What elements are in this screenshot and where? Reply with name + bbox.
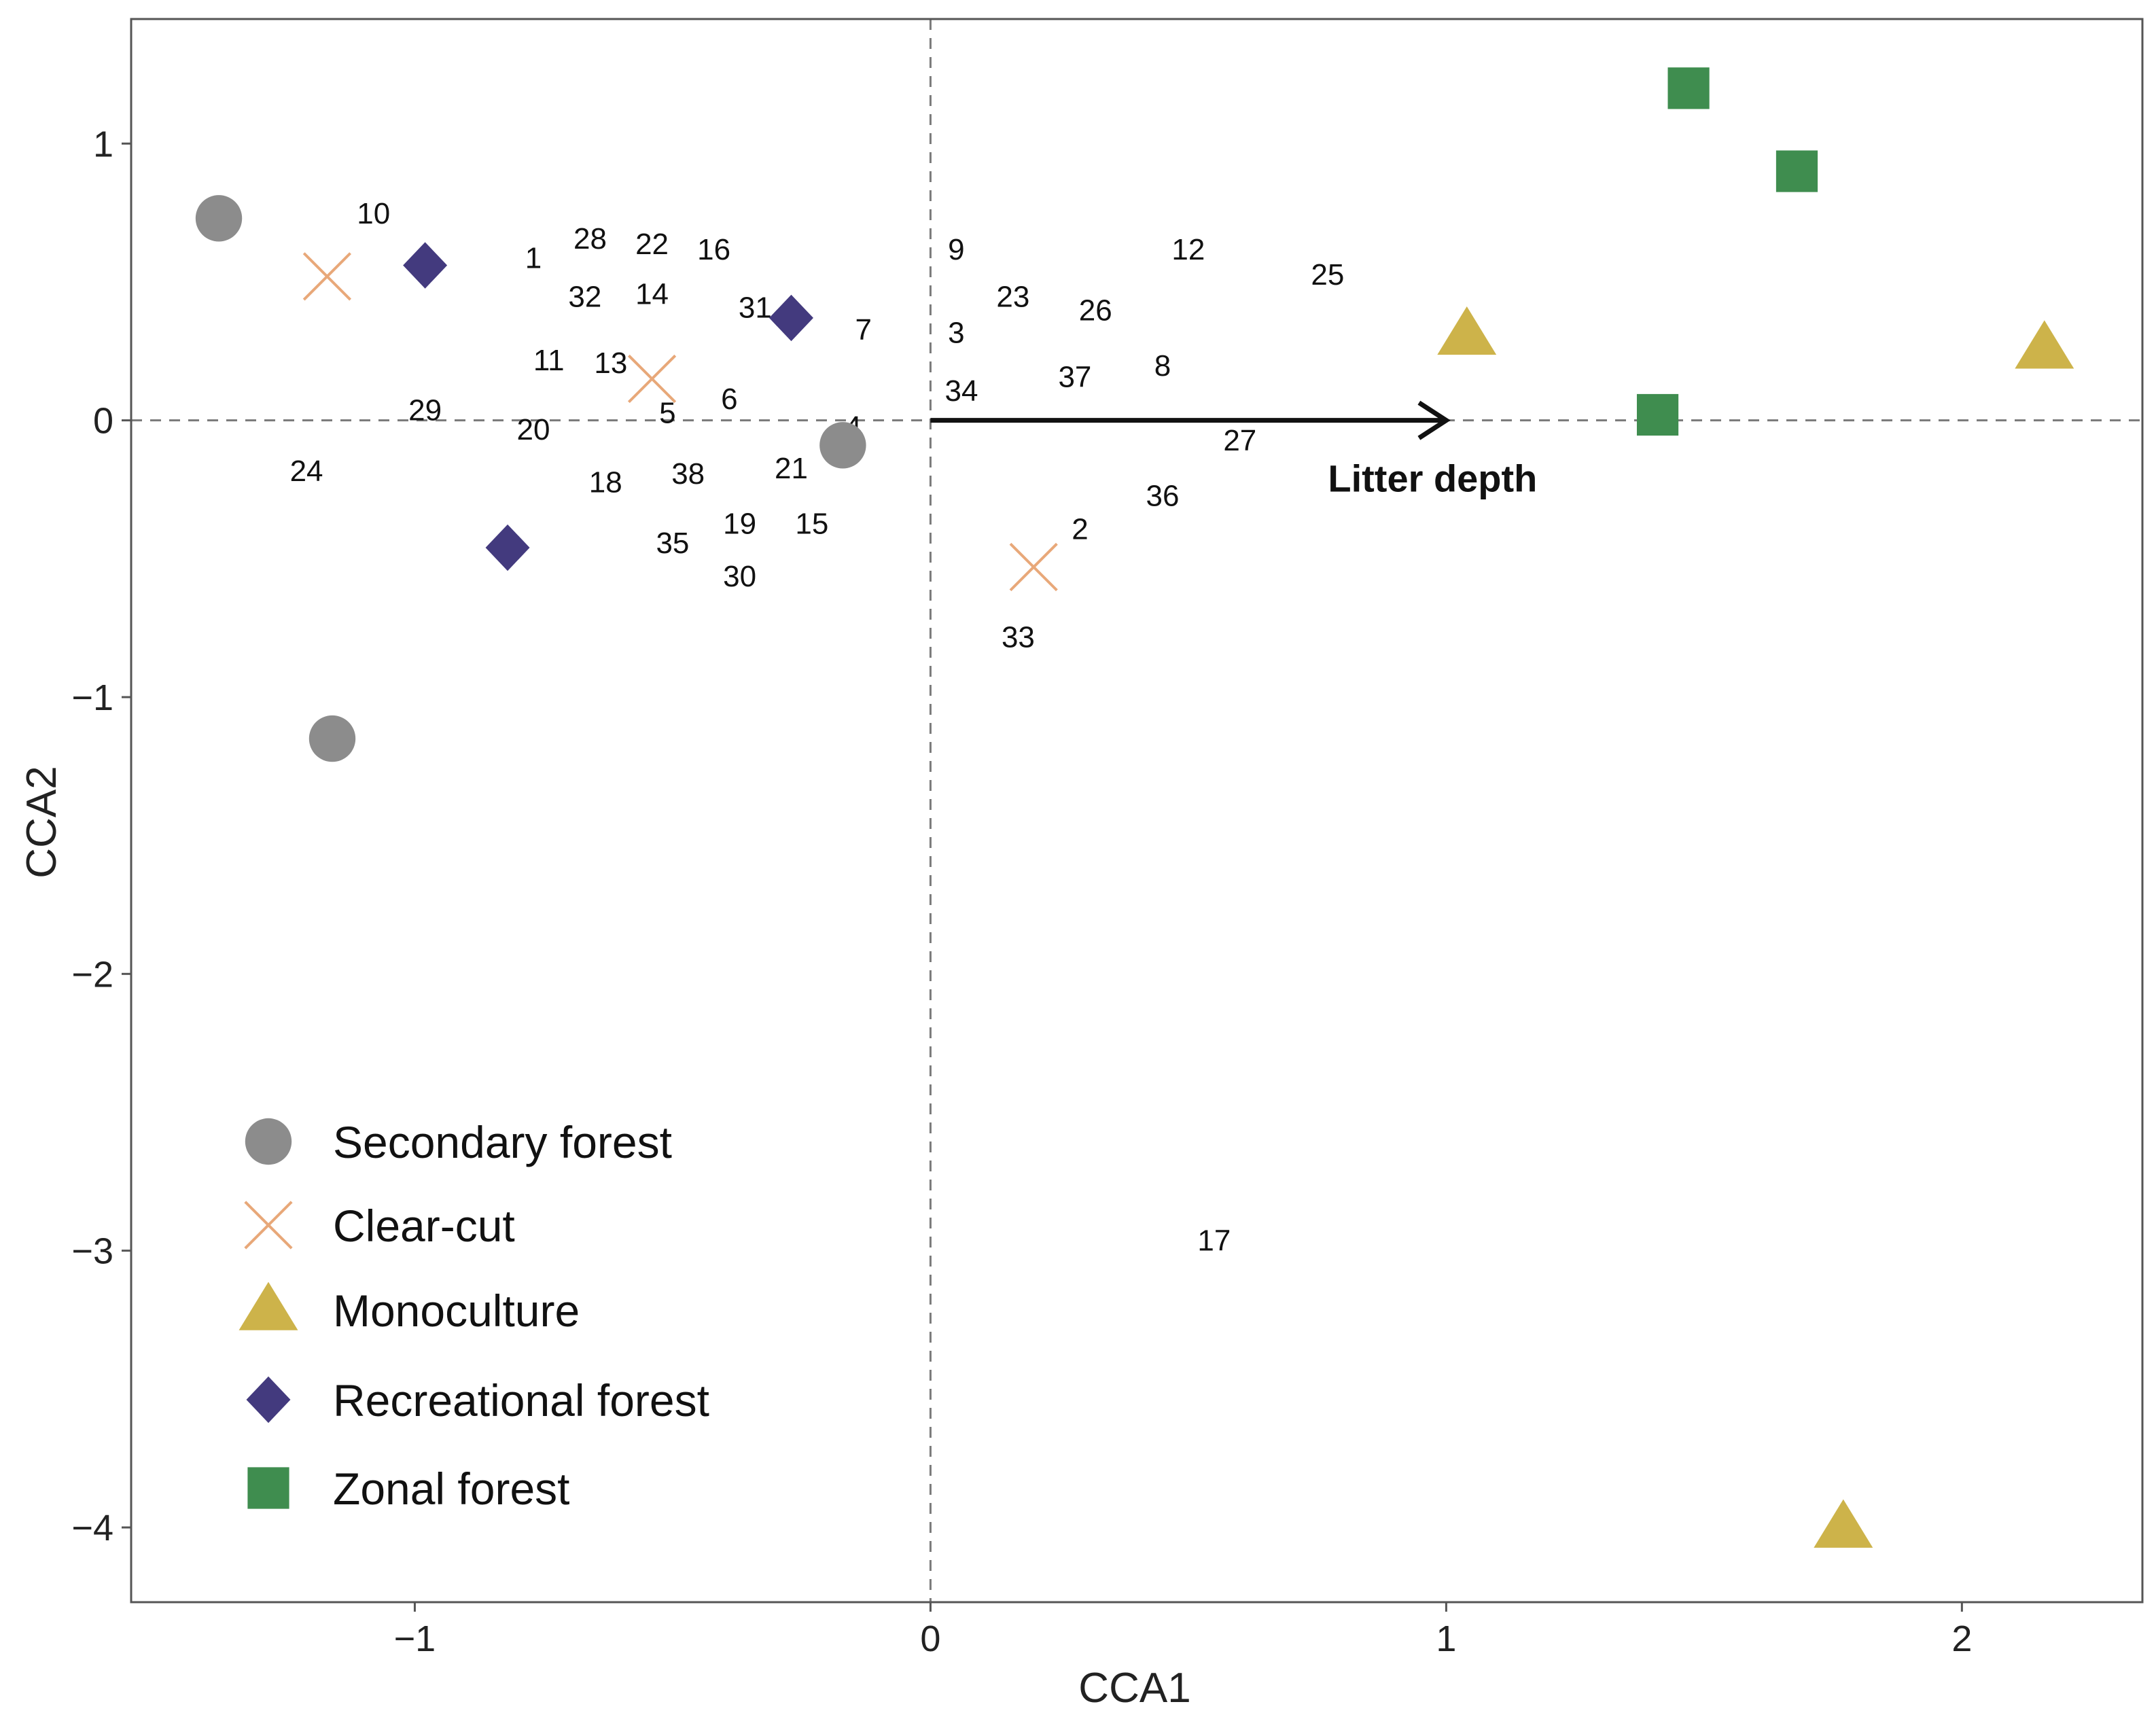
legend-recreational-forest-label: Recreational forest bbox=[333, 1375, 709, 1426]
species-label: 9 bbox=[948, 233, 964, 266]
x-axis-title: CCA1 bbox=[1078, 1665, 1190, 1712]
x-tick-label: 1 bbox=[1436, 1618, 1456, 1659]
species-label: 33 bbox=[1002, 620, 1035, 654]
litter-depth-arrow-head bbox=[1417, 400, 1451, 440]
species-label: 8 bbox=[1154, 349, 1171, 383]
recreational-forest-point bbox=[485, 524, 530, 571]
species-label: 23 bbox=[996, 280, 1029, 313]
species-label: 15 bbox=[795, 507, 828, 540]
zonal-forest-point bbox=[1667, 67, 1710, 109]
species-label: 32 bbox=[568, 280, 601, 313]
clear-cut-point-stroke-b bbox=[1009, 542, 1058, 592]
species-label: 27 bbox=[1223, 424, 1256, 457]
clear-cut-point bbox=[1009, 542, 1058, 592]
legend-secondary-forest-label: Secondary forest bbox=[333, 1117, 672, 1167]
species-label: 10 bbox=[357, 197, 390, 230]
site-points bbox=[195, 67, 2074, 1548]
legend-zonal-forest-label: Zonal forest bbox=[333, 1464, 570, 1514]
species-label: 29 bbox=[408, 393, 442, 427]
legend-recreational-forest-symbol bbox=[246, 1376, 291, 1423]
legend-clear-cut-label: Clear-cut bbox=[333, 1201, 515, 1251]
clear-cut-point bbox=[627, 354, 677, 404]
y-axis: 1 0 −1 −2 −3 −4 bbox=[71, 124, 131, 1548]
plot-frame bbox=[130, 18, 2144, 1604]
monoculture-point bbox=[1814, 1499, 1873, 1548]
species-label: 16 bbox=[697, 233, 730, 266]
species-label: 22 bbox=[635, 228, 669, 261]
recreational-forest-point bbox=[403, 242, 448, 289]
species-label: 19 bbox=[723, 507, 756, 540]
zonal-forest-point bbox=[1775, 150, 1818, 192]
species-label: 1 bbox=[525, 241, 542, 275]
reference-lines bbox=[131, 19, 2142, 1602]
species-label: 36 bbox=[1146, 480, 1179, 513]
species-label: 35 bbox=[656, 527, 689, 560]
litter-depth-label: Litter depth bbox=[1328, 457, 1537, 500]
species-label: 12 bbox=[1171, 233, 1205, 266]
species-label: 25 bbox=[1311, 258, 1344, 291]
x-tick-label: 0 bbox=[920, 1618, 940, 1659]
y-tick-label: −4 bbox=[71, 1508, 113, 1548]
species-label: 20 bbox=[517, 413, 550, 446]
species-label: 30 bbox=[723, 560, 756, 593]
y-tick-label: 0 bbox=[93, 401, 113, 442]
species-label: 34 bbox=[944, 374, 978, 408]
species-label: 31 bbox=[739, 291, 772, 325]
species-label: 21 bbox=[775, 452, 808, 485]
recreational-forest-point bbox=[768, 294, 813, 342]
species-label: 2 bbox=[1072, 513, 1088, 546]
y-tick-label: −3 bbox=[71, 1231, 113, 1272]
species-label: 37 bbox=[1058, 360, 1091, 393]
y-axis-title: CCA2 bbox=[18, 766, 65, 878]
y-tick-label: 1 bbox=[93, 124, 113, 164]
secondary-forest-point bbox=[195, 195, 243, 242]
legend-secondary-forest-symbol bbox=[245, 1118, 292, 1165]
species-label: 6 bbox=[721, 383, 737, 416]
environmental-vectors: Litter depth bbox=[930, 400, 1537, 500]
species-label: 14 bbox=[635, 277, 669, 311]
legend-monoculture-symbol bbox=[238, 1281, 298, 1330]
monoculture-point bbox=[1437, 306, 1497, 355]
species-label: 11 bbox=[533, 344, 565, 377]
species-label: 24 bbox=[290, 455, 323, 488]
clear-cut-point-stroke-b bbox=[302, 252, 352, 301]
species-label: 18 bbox=[589, 465, 622, 499]
x-tick-label: 2 bbox=[1951, 1618, 1972, 1659]
legend-clear-cut-symbol-stroke-b bbox=[244, 1201, 293, 1250]
clear-cut-point bbox=[302, 252, 352, 301]
clear-cut-point-stroke-b bbox=[627, 354, 677, 404]
legend: Secondary forest Clear-cut Monoculture Recr… bbox=[238, 1117, 709, 1514]
x-tick-label: −1 bbox=[394, 1618, 436, 1659]
monoculture-point bbox=[2015, 320, 2074, 369]
species-label: 3 bbox=[948, 316, 964, 349]
legend-monoculture-label: Monoculture bbox=[333, 1286, 580, 1336]
secondary-forest-point bbox=[308, 715, 356, 762]
legend-clear-cut-symbol bbox=[244, 1201, 293, 1250]
species-label: 26 bbox=[1079, 294, 1112, 328]
x-axis: −1 0 1 2 bbox=[394, 1602, 1972, 1659]
species-label: 5 bbox=[659, 396, 675, 429]
species-label: 28 bbox=[573, 222, 607, 255]
species-label: 38 bbox=[671, 457, 705, 491]
species-label: 13 bbox=[594, 347, 627, 380]
species-label: 7 bbox=[855, 313, 872, 347]
secondary-forest-point bbox=[819, 422, 866, 469]
zonal-forest-point bbox=[1636, 393, 1679, 436]
species-label: 17 bbox=[1197, 1224, 1231, 1257]
y-tick-label: −1 bbox=[71, 677, 113, 718]
legend-zonal-forest-symbol bbox=[247, 1467, 289, 1509]
y-tick-label: −2 bbox=[71, 954, 113, 995]
